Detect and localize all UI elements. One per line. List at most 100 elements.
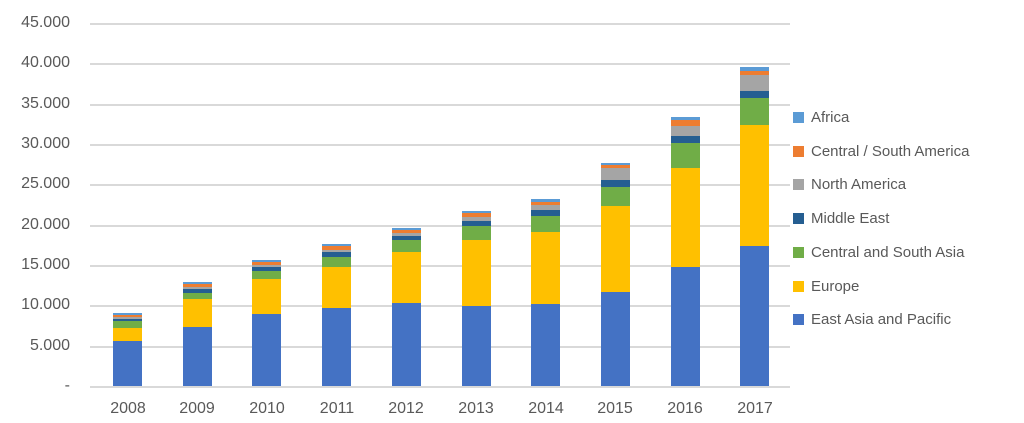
- bar-2015: [601, 0, 630, 386]
- y-axis-tick-label: 25.000: [21, 175, 70, 192]
- legend-item-north-america: North America: [793, 174, 906, 194]
- x-axis-label-2009: 2009: [179, 400, 215, 417]
- bar-segment-2008-east-asia-and-pacific: [113, 340, 142, 386]
- bar-segment-2008-north-america: [113, 316, 142, 319]
- gridline: [90, 104, 790, 106]
- gridline: [90, 225, 790, 227]
- bar-segment-2015-north-america: [601, 167, 630, 180]
- bar-segment-2016-europe: [671, 168, 700, 268]
- bar-segment-2014-europe: [531, 232, 560, 305]
- bar-segment-2010-africa: [252, 260, 281, 263]
- x-axis-label-2010: 2010: [249, 400, 285, 417]
- bar-segment-2011-africa: [322, 244, 351, 247]
- bar-segment-2015-central-and-south-asia: [601, 186, 630, 207]
- legend-label: Africa: [811, 108, 850, 126]
- bar-segment-2009-africa: [183, 282, 212, 285]
- gridline: [90, 23, 790, 25]
- bar-segment-2011-central-and-south-asia: [322, 256, 351, 267]
- x-axis-label-2014: 2014: [528, 400, 564, 417]
- y-axis-tick-label: 15.000: [21, 256, 70, 273]
- bar-2012: [392, 0, 421, 386]
- bar-2009: [183, 0, 212, 386]
- legend-item-middle-east: Middle East: [793, 208, 889, 228]
- y-axis-tick-label: -: [64, 377, 70, 394]
- y-axis-tick-label: 30.000: [21, 135, 70, 152]
- bar-segment-2013-central-and-south-asia: [462, 226, 491, 241]
- bar-2013: [462, 0, 491, 386]
- bar-segment-2014-middle-east: [531, 210, 560, 217]
- bar-segment-2016-north-america: [671, 125, 700, 136]
- legend-label: Middle East: [811, 209, 890, 227]
- bar-2017: [740, 0, 769, 386]
- gridline: [90, 346, 790, 348]
- bar-segment-2013-central-south-america: [462, 213, 491, 217]
- gridline: [90, 386, 790, 388]
- bar-segment-2008-central-south-america: [113, 314, 142, 317]
- bar-segment-2012-central-south-america: [392, 230, 421, 234]
- bar-segment-2014-north-america: [531, 205, 560, 211]
- bar-segment-2008-europe: [113, 327, 142, 341]
- gridline: [90, 144, 790, 146]
- bar-2008: [113, 0, 142, 386]
- y-axis-tick-label: 35.000: [21, 95, 70, 112]
- bar-segment-2017-africa: [740, 67, 769, 72]
- bar-segment-2011-middle-east: [322, 252, 351, 257]
- bar-segment-2010-middle-east: [252, 267, 281, 272]
- x-axis-label-2015: 2015: [597, 400, 633, 417]
- bar-segment-2017-central-and-south-asia: [740, 98, 769, 126]
- bar-segment-2015-east-asia-and-pacific: [601, 291, 630, 386]
- bar-segment-2010-central-south-america: [252, 262, 281, 265]
- bar-segment-2014-central-south-america: [531, 202, 560, 206]
- legend-item-central-south-america: Central / South America: [793, 141, 969, 161]
- y-axis-tick-label: 10.000: [21, 296, 70, 313]
- y-axis-tick-label: 5.000: [29, 337, 70, 354]
- bar-segment-2013-middle-east: [462, 221, 491, 227]
- x-axis-label-2011: 2011: [319, 400, 355, 417]
- bar-segment-2016-east-asia-and-pacific: [671, 267, 700, 386]
- bar-segment-2016-central-and-south-asia: [671, 143, 700, 169]
- bar-segment-2011-central-south-america: [322, 246, 351, 250]
- x-axis-label-2013: 2013: [458, 400, 494, 417]
- bar-segment-2017-north-america: [740, 75, 769, 91]
- legend-item-east-asia-and-pacific: East Asia and Pacific: [793, 309, 951, 329]
- x-axis-label-2008: 2008: [110, 400, 146, 417]
- bar-segment-2017-east-asia-and-pacific: [740, 245, 769, 386]
- bar-segment-2008-middle-east: [113, 318, 142, 322]
- bar-2014: [531, 0, 560, 386]
- bar-segment-2009-east-asia-and-pacific: [183, 327, 212, 386]
- bar-segment-2012-europe: [392, 251, 421, 303]
- x-axis-label-2017: 2017: [737, 400, 773, 417]
- bar-segment-2013-europe: [462, 240, 491, 306]
- bar-segment-2009-central-and-south-asia: [183, 292, 212, 299]
- bar-segment-2012-north-america: [392, 233, 421, 237]
- bar-segment-2016-africa: [671, 116, 700, 120]
- legend-item-central-and-south-asia: Central and South Asia: [793, 242, 964, 262]
- bar-segment-2008-central-and-south-asia: [113, 321, 142, 328]
- legend-label: North America: [811, 175, 907, 193]
- bar-segment-2012-central-and-south-asia: [392, 240, 421, 252]
- legend-label: East Asia and Pacific: [811, 310, 952, 328]
- bar-segment-2012-middle-east: [392, 236, 421, 241]
- bar-segment-2016-middle-east: [671, 135, 700, 144]
- legend-swatch-icon: [793, 280, 804, 292]
- bar-segment-2011-east-asia-and-pacific: [322, 308, 351, 386]
- legend-label: Central and South Asia: [811, 243, 965, 261]
- gridline: [90, 184, 790, 186]
- x-axis-label-2016: 2016: [667, 400, 703, 417]
- legend-swatch-icon: [793, 178, 804, 190]
- bar-segment-2010-central-and-south-asia: [252, 271, 281, 279]
- gridline: [90, 63, 790, 65]
- bar-segment-2009-north-america: [183, 286, 212, 289]
- bar-segment-2011-north-america: [322, 249, 351, 253]
- legend-swatch-icon: [793, 246, 804, 258]
- bar-segment-2013-north-america: [462, 216, 491, 222]
- bar-segment-2012-africa: [392, 227, 421, 231]
- bar-segment-2017-middle-east: [740, 90, 769, 98]
- legend-swatch-icon: [793, 212, 804, 224]
- bar-segment-2017-europe: [740, 125, 769, 246]
- bar-segment-2010-east-asia-and-pacific: [252, 314, 281, 386]
- x-axis-label-2012: 2012: [388, 400, 424, 417]
- y-axis-tick-label: 40.000: [21, 54, 70, 71]
- legend-swatch-icon: [793, 313, 804, 325]
- bar-2016: [671, 0, 700, 386]
